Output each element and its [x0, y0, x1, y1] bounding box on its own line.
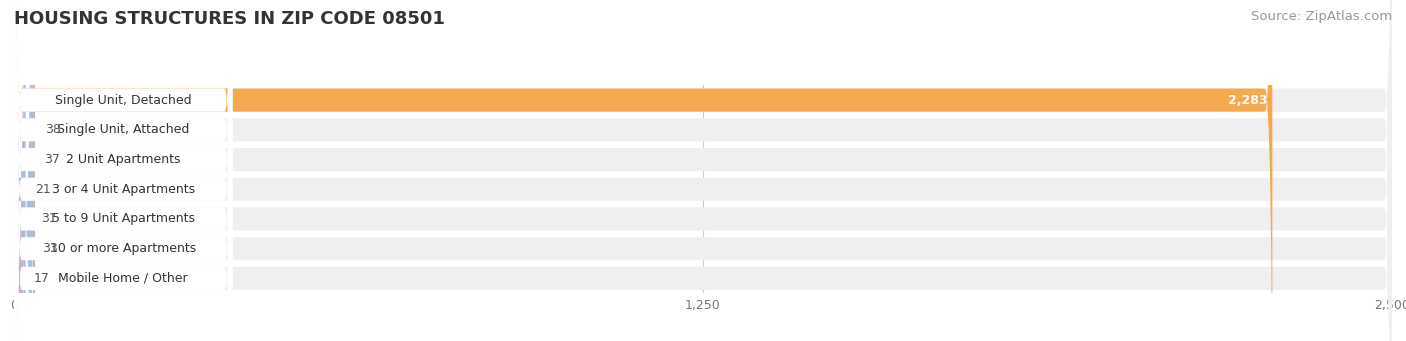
- FancyBboxPatch shape: [14, 0, 232, 341]
- FancyBboxPatch shape: [14, 0, 24, 341]
- FancyBboxPatch shape: [14, 0, 232, 341]
- Text: HOUSING STRUCTURES IN ZIP CODE 08501: HOUSING STRUCTURES IN ZIP CODE 08501: [14, 10, 444, 28]
- Text: 37: 37: [45, 153, 60, 166]
- FancyBboxPatch shape: [14, 0, 232, 341]
- FancyBboxPatch shape: [14, 0, 1392, 341]
- Text: 5 to 9 Unit Apartments: 5 to 9 Unit Apartments: [52, 212, 194, 225]
- Text: 3 or 4 Unit Apartments: 3 or 4 Unit Apartments: [52, 183, 194, 196]
- FancyBboxPatch shape: [14, 0, 232, 341]
- FancyBboxPatch shape: [14, 0, 1392, 341]
- Text: Source: ZipAtlas.com: Source: ZipAtlas.com: [1251, 10, 1392, 23]
- FancyBboxPatch shape: [14, 0, 1272, 341]
- Text: 31: 31: [41, 212, 56, 225]
- Text: Single Unit, Detached: Single Unit, Detached: [55, 94, 191, 107]
- FancyBboxPatch shape: [14, 0, 31, 341]
- FancyBboxPatch shape: [14, 0, 35, 341]
- Text: Single Unit, Attached: Single Unit, Attached: [58, 123, 190, 136]
- Text: 10 or more Apartments: 10 or more Apartments: [51, 242, 197, 255]
- FancyBboxPatch shape: [14, 0, 1392, 341]
- Text: 2,283: 2,283: [1229, 94, 1268, 107]
- Text: 33: 33: [42, 242, 58, 255]
- Text: 21: 21: [35, 183, 51, 196]
- Text: 38: 38: [45, 123, 60, 136]
- FancyBboxPatch shape: [14, 0, 1392, 341]
- FancyBboxPatch shape: [14, 0, 232, 341]
- FancyBboxPatch shape: [14, 0, 1392, 341]
- FancyBboxPatch shape: [14, 0, 1392, 341]
- FancyBboxPatch shape: [14, 0, 35, 341]
- FancyBboxPatch shape: [14, 0, 32, 341]
- Text: 17: 17: [34, 272, 49, 285]
- FancyBboxPatch shape: [14, 0, 232, 341]
- Text: 2 Unit Apartments: 2 Unit Apartments: [66, 153, 180, 166]
- FancyBboxPatch shape: [14, 0, 232, 341]
- FancyBboxPatch shape: [14, 0, 1392, 341]
- FancyBboxPatch shape: [14, 0, 25, 341]
- Text: Mobile Home / Other: Mobile Home / Other: [58, 272, 188, 285]
